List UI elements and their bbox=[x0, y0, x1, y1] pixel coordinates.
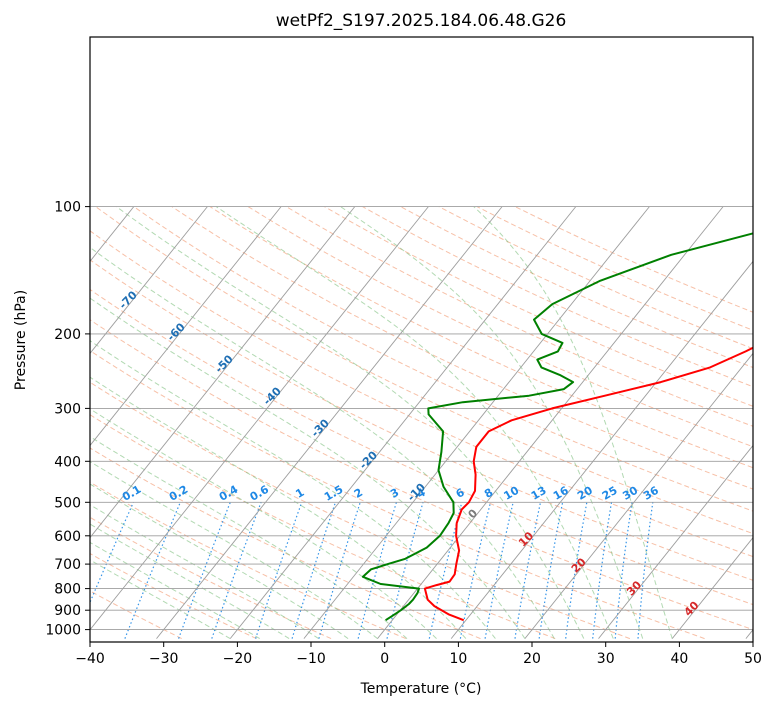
isotherm-label: -80 bbox=[69, 256, 92, 279]
temperature-profile-line bbox=[423, 346, 753, 622]
mixing-ratio-line bbox=[565, 502, 588, 639]
dry-adiabat bbox=[90, 350, 705, 640]
y-tick-label: 800 bbox=[54, 582, 81, 598]
y-tick-label: 900 bbox=[54, 603, 81, 619]
plot-background bbox=[90, 37, 753, 642]
moist-adiabat bbox=[90, 340, 496, 639]
isotherm-line bbox=[229, 206, 577, 639]
dry-adiabat bbox=[90, 259, 753, 581]
isotherm-line bbox=[524, 352, 753, 639]
isotherm-line bbox=[90, 206, 282, 447]
dry-adiabat bbox=[90, 319, 753, 631]
x-axis-label: Temperature (°C) bbox=[360, 681, 482, 697]
moist-adiabat bbox=[116, 206, 585, 639]
isotherm-line bbox=[377, 206, 724, 639]
x-tick-label: −40 bbox=[75, 651, 105, 667]
x-tick-label: 10 bbox=[449, 651, 467, 667]
mixing-ratio-line bbox=[178, 502, 231, 639]
dry-adiabat bbox=[90, 288, 753, 606]
mixing-ratio-line bbox=[538, 502, 564, 639]
moist-adiabat bbox=[90, 483, 349, 640]
y-axis-label: Pressure (hPa) bbox=[13, 290, 29, 390]
moist-adiabat bbox=[90, 504, 319, 640]
mixing-ratio-line bbox=[124, 502, 181, 639]
x-tick-label: 0 bbox=[380, 651, 389, 667]
mixing-ratio-line bbox=[357, 502, 397, 639]
moist-adiabat bbox=[90, 436, 408, 639]
y-tick-label: 300 bbox=[54, 401, 81, 417]
isotherm-line bbox=[450, 260, 753, 639]
mixing-ratio-line bbox=[514, 502, 542, 639]
mixing-ratio-line bbox=[592, 502, 613, 639]
isotherm-line bbox=[90, 206, 429, 631]
moist-adiabat bbox=[90, 523, 290, 640]
y-tick-label: 1000 bbox=[45, 623, 81, 639]
isotherm-line bbox=[156, 206, 503, 639]
isotherm-line bbox=[598, 444, 753, 639]
x-tick-label: 40 bbox=[670, 651, 688, 667]
dry-adiabat bbox=[90, 590, 182, 640]
profile-series bbox=[361, 232, 753, 622]
y-axis-ticks: 100 200 300 400 500 600 700 800 900 1000 bbox=[45, 200, 90, 639]
dry-adiabat bbox=[90, 516, 332, 640]
dry-adiabat bbox=[90, 230, 753, 558]
x-axis-ticks: −40 −30 −20 −10 0 10 20 30 40 50 bbox=[75, 642, 762, 667]
moist-adiabat bbox=[90, 376, 467, 639]
chart-title: wetPf2_S197.2025.184.06.48.G26 bbox=[276, 11, 567, 31]
dry-adiabat bbox=[133, 206, 753, 512]
y-tick-label: 700 bbox=[54, 557, 81, 573]
isotherm-line bbox=[90, 206, 208, 355]
x-tick-label: −30 bbox=[149, 651, 179, 667]
x-tick-label: 50 bbox=[744, 651, 762, 667]
moist-adiabat bbox=[90, 408, 437, 639]
background-lines bbox=[90, 206, 753, 640]
mixing-ratio-line bbox=[614, 502, 633, 639]
grid-lines bbox=[0, 206, 753, 639]
moist-adiabat bbox=[473, 206, 673, 639]
x-tick-label: 20 bbox=[523, 651, 541, 667]
isotherm-line bbox=[303, 206, 650, 639]
isotherm-label: -90 bbox=[21, 224, 44, 247]
y-tick-label: 400 bbox=[54, 454, 81, 470]
isotherm-line bbox=[671, 536, 753, 639]
x-tick-label: −10 bbox=[296, 651, 326, 667]
isotherm-line bbox=[90, 206, 356, 539]
y-tick-label: 600 bbox=[54, 529, 81, 545]
y-tick-label: 500 bbox=[54, 495, 81, 511]
x-tick-label: 30 bbox=[597, 651, 615, 667]
mixing-ratio-line bbox=[90, 502, 134, 604]
dry-adiabat bbox=[90, 381, 631, 640]
moist-adiabat bbox=[90, 297, 526, 639]
moist-adiabat bbox=[340, 206, 644, 639]
plot-frame bbox=[89, 36, 754, 643]
x-tick-label: −20 bbox=[223, 651, 253, 667]
isotherm-line bbox=[0, 207, 60, 639]
mixing-ratio-line bbox=[459, 502, 491, 639]
moist-adiabat bbox=[90, 246, 555, 639]
dry-adiabat bbox=[95, 206, 753, 535]
y-tick-label: 100 bbox=[54, 200, 81, 216]
dry-adiabat bbox=[90, 414, 556, 640]
y-tick-label: 200 bbox=[54, 327, 81, 343]
moist-adiabat bbox=[215, 206, 614, 639]
mixing-ratio-line bbox=[318, 502, 361, 639]
dewpoint-profile-line bbox=[361, 232, 753, 622]
